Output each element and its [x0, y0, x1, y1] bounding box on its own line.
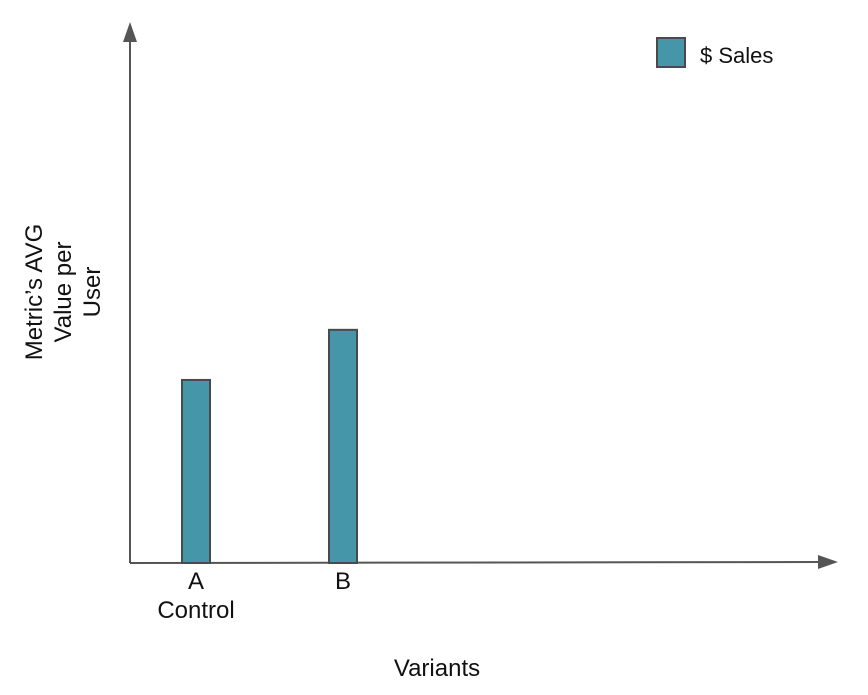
x-axis-line	[129, 561, 821, 564]
bars-group	[181, 328, 358, 565]
x-tick-label: B	[335, 568, 351, 595]
bar-b	[328, 328, 358, 564]
legend-swatch	[656, 37, 686, 68]
x-axis-arrowhead	[818, 555, 838, 569]
y-axis-label-line-3: User	[79, 267, 106, 318]
x-tick-label: Control	[157, 597, 234, 624]
x-axis	[129, 555, 838, 569]
x-tick-label: A	[188, 568, 204, 595]
bar-a	[181, 378, 211, 565]
x-axis-label: Variants	[394, 655, 480, 682]
legend-label: $ Sales	[700, 43, 773, 68]
legend: $ Sales	[656, 37, 773, 68]
y-axis-label: Metric’s AVG Value per User	[21, 224, 106, 360]
y-axis-label-line-1: Metric’s AVG	[21, 224, 48, 360]
y-axis-arrowhead	[123, 22, 137, 42]
y-axis-label-line-2: Value per	[50, 242, 77, 343]
y-axis	[123, 22, 137, 563]
